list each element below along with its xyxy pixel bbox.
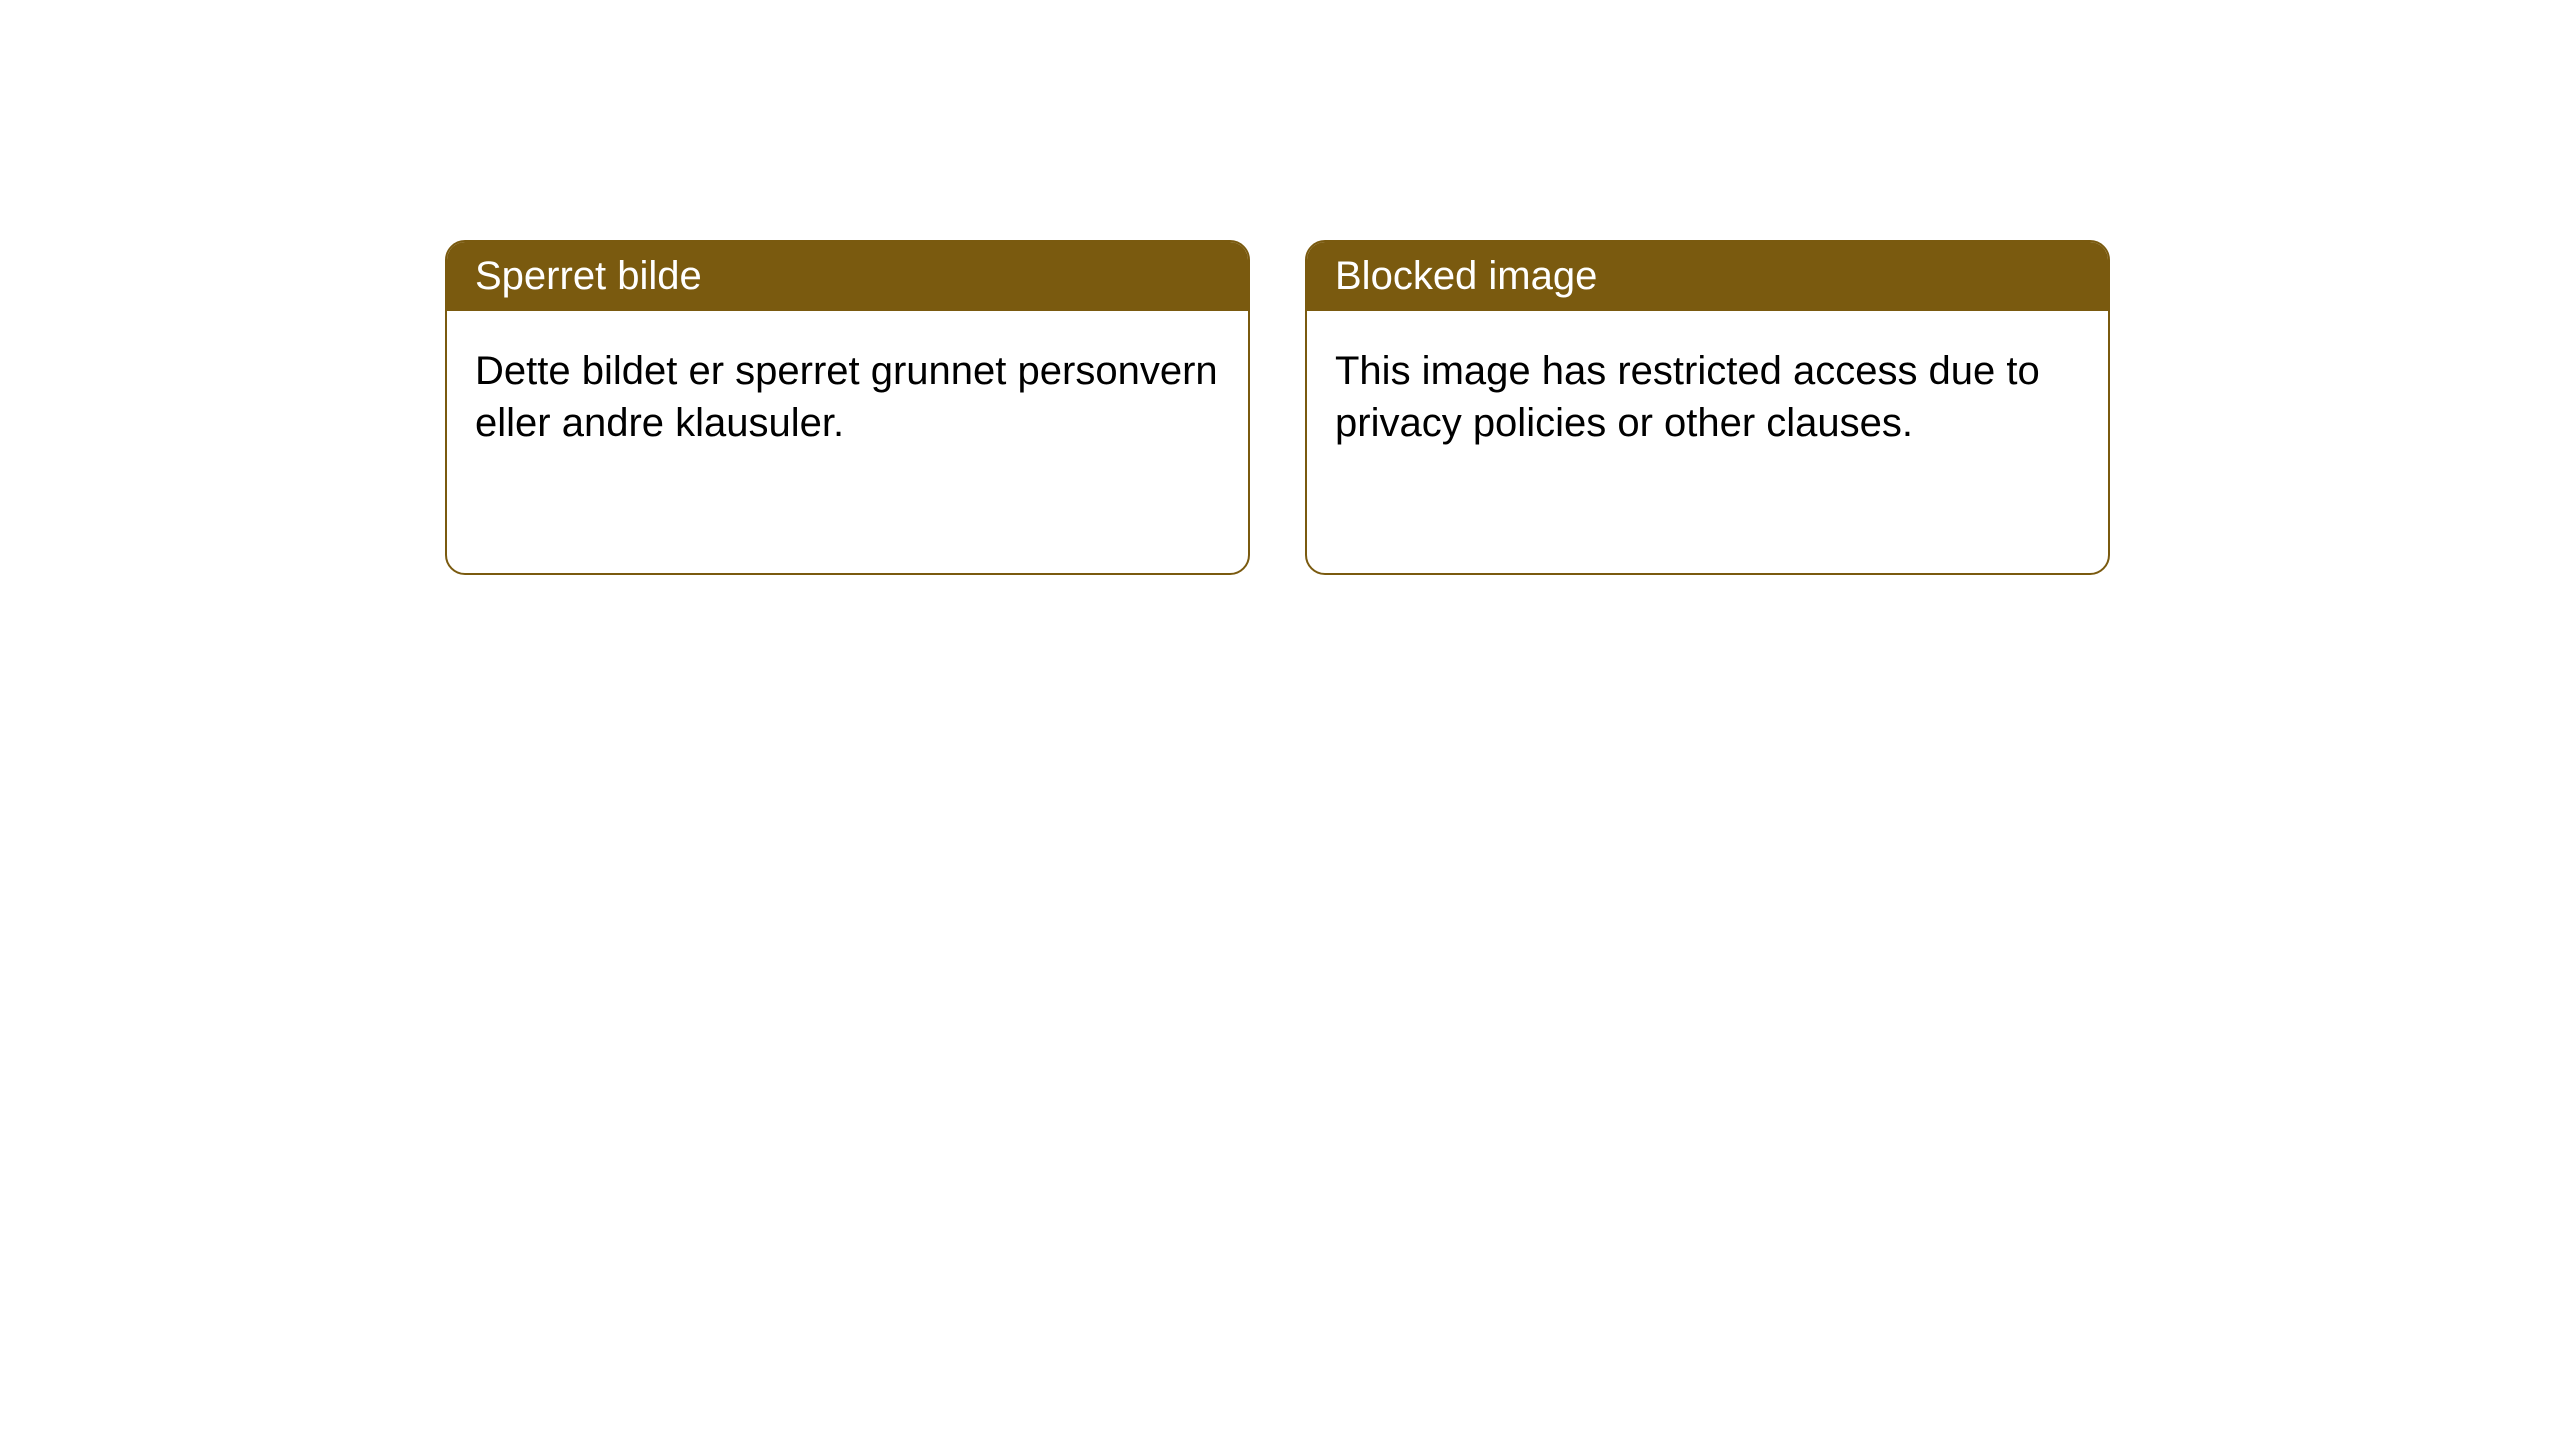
card-title: Sperret bilde bbox=[475, 254, 702, 298]
card-header: Sperret bilde bbox=[447, 242, 1248, 311]
card-body-text: Dette bildet er sperret grunnet personve… bbox=[475, 349, 1218, 445]
card-body: Dette bildet er sperret grunnet personve… bbox=[447, 311, 1248, 483]
notice-container: Sperret bilde Dette bildet er sperret gr… bbox=[0, 0, 2560, 575]
card-title: Blocked image bbox=[1335, 254, 1597, 298]
notice-card-english: Blocked image This image has restricted … bbox=[1305, 240, 2110, 575]
card-header: Blocked image bbox=[1307, 242, 2108, 311]
card-body: This image has restricted access due to … bbox=[1307, 311, 2108, 483]
notice-card-norwegian: Sperret bilde Dette bildet er sperret gr… bbox=[445, 240, 1250, 575]
card-body-text: This image has restricted access due to … bbox=[1335, 349, 2040, 445]
